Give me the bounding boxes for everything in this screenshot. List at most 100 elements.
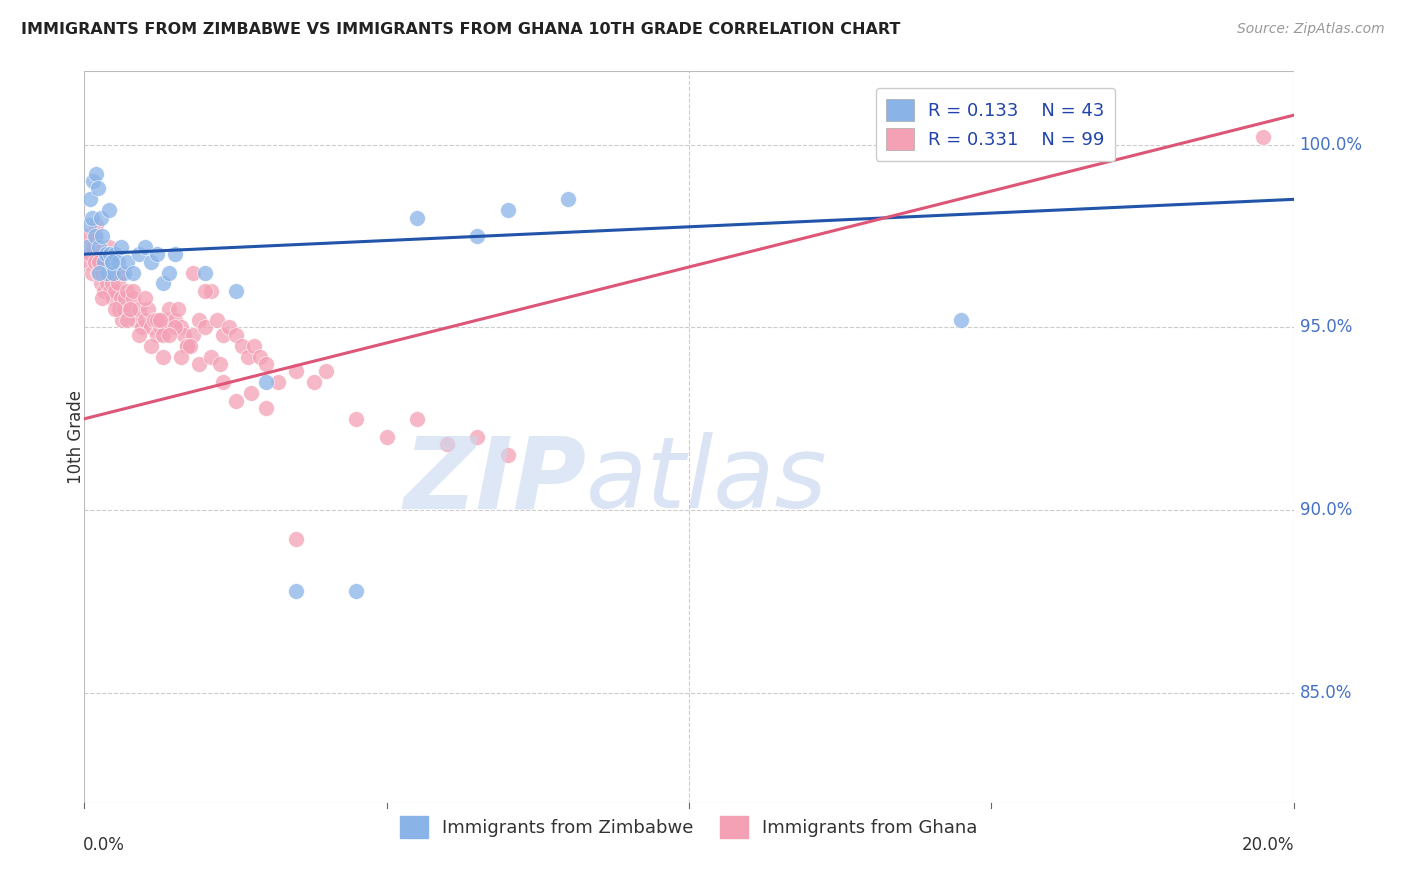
Point bbox=[91, 266, 114, 280]
Text: 20.0%: 20.0% bbox=[1243, 836, 1295, 854]
Point bbox=[170, 350, 193, 364]
Point bbox=[104, 302, 127, 317]
Point bbox=[111, 313, 134, 327]
Point bbox=[128, 247, 150, 261]
Point bbox=[173, 327, 195, 342]
Point bbox=[302, 376, 325, 390]
Point bbox=[242, 339, 264, 353]
Point bbox=[231, 339, 253, 353]
Point bbox=[76, 229, 98, 244]
Point bbox=[98, 247, 121, 261]
Point bbox=[86, 218, 108, 232]
Point bbox=[436, 437, 458, 451]
Point bbox=[121, 291, 143, 305]
Point bbox=[84, 229, 107, 244]
Point bbox=[121, 266, 143, 280]
Point bbox=[112, 302, 135, 317]
Point bbox=[285, 583, 308, 598]
Point bbox=[181, 266, 204, 280]
Point bbox=[97, 240, 120, 254]
Text: 85.0%: 85.0% bbox=[1299, 684, 1353, 702]
Point bbox=[194, 266, 217, 280]
Point bbox=[131, 320, 153, 334]
Point bbox=[285, 364, 308, 378]
Point bbox=[79, 193, 101, 207]
Point bbox=[93, 284, 115, 298]
Point bbox=[115, 284, 138, 298]
Point bbox=[89, 254, 111, 268]
Point bbox=[181, 327, 204, 342]
Point bbox=[146, 247, 169, 261]
Point bbox=[89, 254, 111, 268]
Text: 100.0%: 100.0% bbox=[1299, 136, 1362, 153]
Point bbox=[176, 339, 198, 353]
Point bbox=[121, 284, 143, 298]
Point bbox=[112, 266, 135, 280]
Point bbox=[90, 211, 112, 225]
Point bbox=[77, 254, 100, 268]
Point bbox=[179, 339, 201, 353]
Point bbox=[136, 302, 159, 317]
Point bbox=[165, 247, 187, 261]
Point bbox=[200, 284, 222, 298]
Point bbox=[100, 277, 122, 291]
Point bbox=[80, 266, 103, 280]
Point bbox=[100, 254, 122, 268]
Point bbox=[103, 291, 125, 305]
Point bbox=[110, 266, 132, 280]
Point bbox=[91, 291, 114, 305]
Point bbox=[97, 266, 120, 280]
Point bbox=[165, 320, 187, 334]
Point bbox=[254, 401, 277, 415]
Point bbox=[114, 291, 136, 305]
Point bbox=[134, 240, 156, 254]
Point bbox=[107, 277, 129, 291]
Point bbox=[267, 376, 290, 390]
Point bbox=[128, 327, 150, 342]
Point bbox=[188, 313, 211, 327]
Point bbox=[496, 203, 519, 218]
Point bbox=[225, 327, 247, 342]
Text: 95.0%: 95.0% bbox=[1299, 318, 1353, 336]
Point bbox=[406, 412, 429, 426]
Point bbox=[89, 266, 111, 280]
Point bbox=[107, 254, 129, 268]
Point bbox=[82, 174, 104, 188]
Point bbox=[104, 247, 127, 261]
Point bbox=[285, 533, 308, 547]
Point bbox=[97, 203, 120, 218]
Y-axis label: 10th Grade: 10th Grade bbox=[67, 390, 84, 484]
Point bbox=[157, 327, 180, 342]
Point bbox=[249, 350, 271, 364]
Point bbox=[152, 327, 174, 342]
Point bbox=[170, 320, 193, 334]
Point bbox=[93, 254, 115, 268]
Point bbox=[155, 313, 177, 327]
Point bbox=[146, 327, 169, 342]
Point bbox=[125, 313, 148, 327]
Text: atlas: atlas bbox=[586, 433, 828, 530]
Point bbox=[90, 277, 112, 291]
Point bbox=[207, 313, 229, 327]
Point bbox=[118, 302, 141, 317]
Point bbox=[218, 320, 240, 334]
Point bbox=[84, 254, 107, 268]
Point bbox=[254, 357, 277, 371]
Point bbox=[467, 430, 489, 444]
Text: 0.0%: 0.0% bbox=[83, 836, 125, 854]
Text: ZIP: ZIP bbox=[404, 433, 586, 530]
Point bbox=[77, 218, 100, 232]
Point bbox=[149, 313, 172, 327]
Point bbox=[96, 277, 118, 291]
Point bbox=[950, 313, 973, 327]
Point bbox=[142, 313, 165, 327]
Point bbox=[104, 284, 127, 298]
Point bbox=[139, 320, 162, 334]
Point bbox=[94, 254, 117, 268]
Point bbox=[139, 254, 162, 268]
Point bbox=[157, 302, 180, 317]
Legend: Immigrants from Zimbabwe, Immigrants from Ghana: Immigrants from Zimbabwe, Immigrants fro… bbox=[394, 808, 984, 845]
Point bbox=[108, 302, 131, 317]
Text: IMMIGRANTS FROM ZIMBABWE VS IMMIGRANTS FROM GHANA 10TH GRADE CORRELATION CHART: IMMIGRANTS FROM ZIMBABWE VS IMMIGRANTS F… bbox=[21, 22, 900, 37]
Point bbox=[96, 266, 118, 280]
